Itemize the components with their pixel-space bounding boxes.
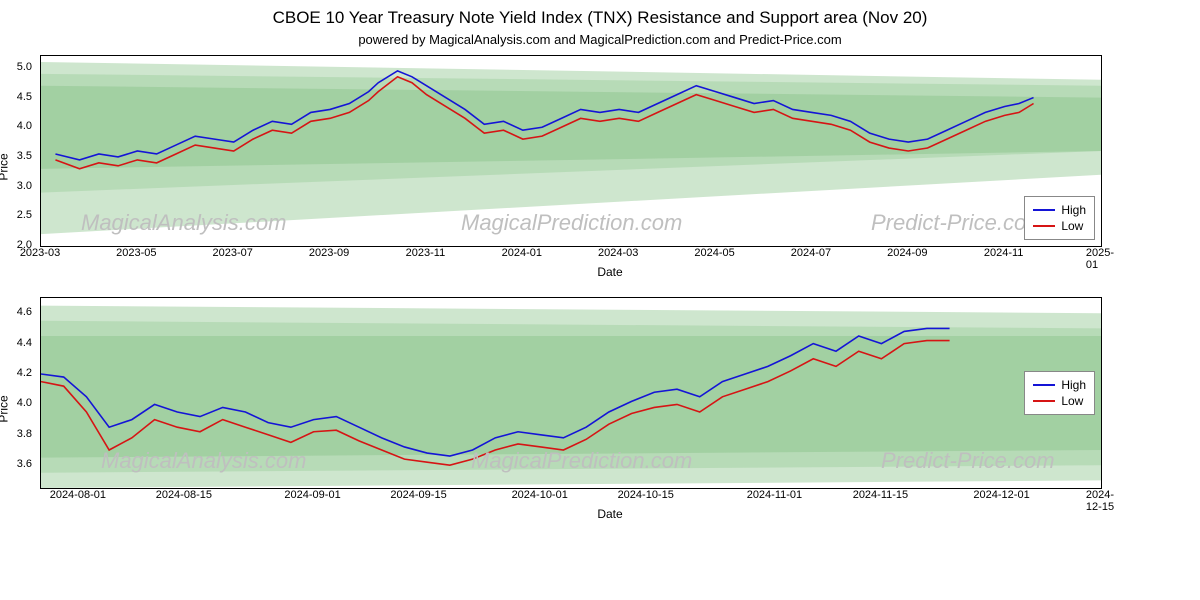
y-ticks: 3.63.84.04.24.44.6 [0, 297, 32, 521]
legend-swatch-low [1033, 225, 1055, 227]
x-axis-label: Date [40, 265, 1180, 279]
x-ticks: 2024-08-012024-08-152024-09-012024-09-15… [40, 489, 1100, 505]
legend-label-high: High [1061, 203, 1086, 217]
legend-swatch-low [1033, 400, 1055, 402]
top-chart-plot: MagicalAnalysis.com MagicalPrediction.co… [40, 55, 1102, 247]
x-axis-label: Date [40, 507, 1180, 521]
chart-subtitle: powered by MagicalAnalysis.com and Magic… [358, 32, 841, 47]
legend-label-high: High [1061, 378, 1086, 392]
legend-swatch-high [1033, 384, 1055, 386]
legend: High Low [1024, 371, 1095, 415]
legend-label-low: Low [1061, 219, 1083, 233]
bottom-chart-plot: MagicalAnalysis.com MagicalPrediction.co… [40, 297, 1102, 489]
legend-label-low: Low [1061, 394, 1083, 408]
chart-svg [41, 56, 1101, 246]
chart-title: CBOE 10 Year Treasury Note Yield Index (… [273, 8, 928, 28]
y-ticks: 2.02.53.03.54.04.55.0 [0, 55, 32, 279]
legend-swatch-high [1033, 209, 1055, 211]
chart-svg [41, 298, 1101, 488]
legend: High Low [1024, 196, 1095, 240]
x-ticks: 2023-032023-052023-072023-092023-112024-… [40, 247, 1100, 263]
